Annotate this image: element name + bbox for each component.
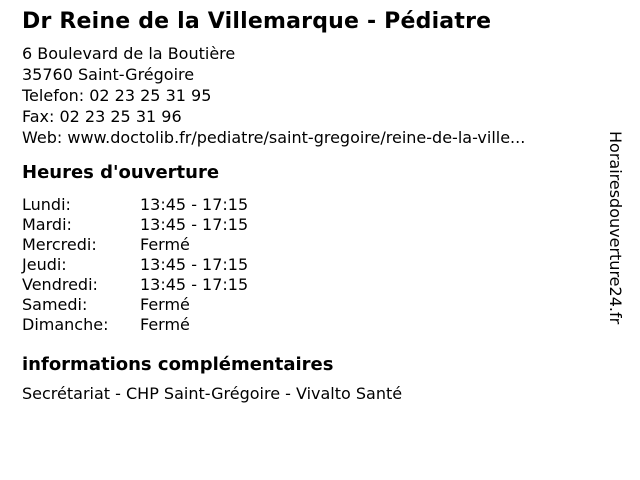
additional-info-text: Secrétariat - CHP Saint-Grégoire - Vival… [22, 384, 403, 403]
hours-value: Fermé [140, 315, 190, 334]
phone-line: Telefon: 02 23 25 31 95 [22, 86, 212, 105]
hours-value: Fermé [140, 295, 190, 314]
day-label: Jeudi: [22, 255, 67, 274]
table-row: Mercredi: Fermé [22, 235, 248, 255]
address-street: 6 Boulevard de la Boutière [22, 44, 236, 63]
opening-hours-table: Lundi: 13:45 - 17:15 Mardi: 13:45 - 17:1… [22, 195, 248, 335]
table-row: Lundi: 13:45 - 17:15 [22, 195, 248, 215]
day-label: Vendredi: [22, 275, 98, 294]
hours-value: 13:45 - 17:15 [140, 215, 249, 234]
day-label: Samedi: [22, 295, 88, 314]
hours-value: 13:45 - 17:15 [140, 275, 249, 294]
hours-value: 13:45 - 17:15 [140, 255, 249, 274]
day-label: Mardi: [22, 215, 72, 234]
day-label: Dimanche: [22, 315, 109, 334]
address-city: 35760 Saint-Grégoire [22, 65, 195, 84]
hours-value: 13:45 - 17:15 [140, 195, 249, 214]
fax-line: Fax: 02 23 25 31 96 [22, 107, 182, 126]
table-row: Vendredi: 13:45 - 17:15 [22, 275, 248, 295]
day-label: Lundi: [22, 195, 71, 214]
table-row: Mardi: 13:45 - 17:15 [22, 215, 248, 235]
opening-hours-heading: Heures d'ouverture [22, 162, 220, 183]
table-row: Dimanche: Fermé [22, 315, 248, 335]
table-row: Jeudi: 13:45 - 17:15 [22, 255, 248, 275]
page-title: Dr Reine de la Villemarque - Pédiatre [22, 9, 492, 34]
website-url[interactable]: Web: www.doctolib.fr/pediatre/saint-greg… [22, 128, 526, 147]
site-watermark: Horairesdouverture24.fr [606, 131, 625, 325]
contact-block: 6 Boulevard de la Boutière 35760 Saint-G… [22, 43, 525, 148]
additional-info-heading: informations complémentaires [22, 354, 334, 375]
day-label: Mercredi: [22, 235, 97, 254]
hours-value: Fermé [140, 235, 190, 254]
table-row: Samedi: Fermé [22, 295, 248, 315]
